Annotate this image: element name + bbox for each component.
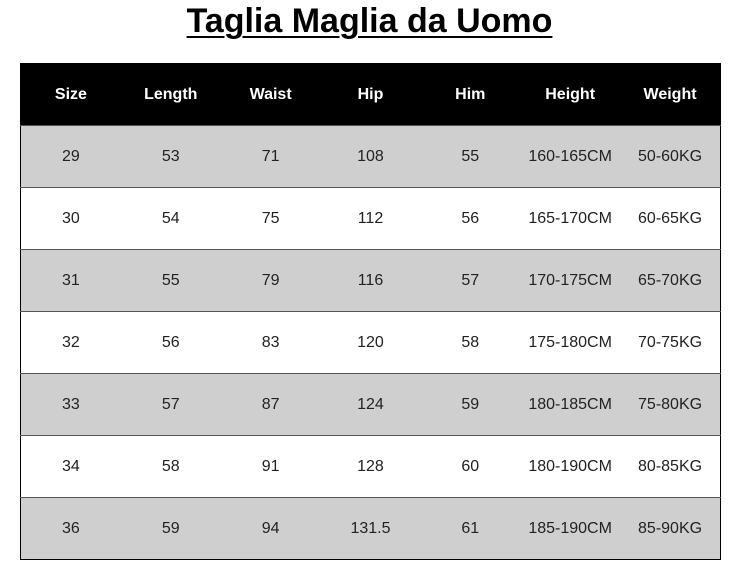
table-cell: 87 (220, 373, 321, 436)
table-cell: 83 (220, 311, 321, 374)
table-cell: 61 (420, 497, 521, 560)
table-cell: 57 (420, 249, 521, 312)
table-cell: 55 (420, 125, 521, 188)
table-cell: 56 (420, 187, 521, 250)
table-cell: 50-60KG (620, 125, 721, 188)
table-cell: 31 (20, 249, 121, 312)
column-header: Height (520, 63, 621, 126)
table-cell: 175-180CM (520, 311, 621, 374)
table-row: 36 59 94 131.5 61 185-190CM 85-90KG (20, 497, 721, 560)
column-header: Hip (320, 63, 421, 126)
table-row: 33 57 87 124 59 180-185CM 75-80KG (20, 373, 721, 436)
table-cell: 75 (220, 187, 321, 250)
table-cell: 71 (220, 125, 321, 188)
table-row: 31 55 79 116 57 170-175CM 65-70KG (20, 249, 721, 312)
table-cell: 30 (20, 187, 121, 250)
table-row: 30 54 75 112 56 165-170CM 60-65KG (20, 187, 721, 250)
header-row: Size Length Waist Hip Him Height Weight (20, 63, 721, 126)
table-cell: 80-85KG (620, 435, 721, 498)
table-cell: 75-80KG (620, 373, 721, 436)
column-header: Size (20, 63, 121, 126)
table-cell: 112 (320, 187, 421, 250)
table-cell: 33 (20, 373, 121, 436)
table-row: 34 58 91 128 60 180-190CM 80-85KG (20, 435, 721, 498)
table-cell: 180-190CM (520, 435, 621, 498)
table-cell: 65-70KG (620, 249, 721, 312)
table-cell: 56 (120, 311, 221, 374)
table-cell: 58 (420, 311, 521, 374)
table-cell: 58 (120, 435, 221, 498)
table-cell: 131.5 (320, 497, 421, 560)
table-cell: 60-65KG (620, 187, 721, 250)
table-cell: 54 (120, 187, 221, 250)
table-cell: 128 (320, 435, 421, 498)
table-cell: 165-170CM (520, 187, 621, 250)
table-cell: 94 (220, 497, 321, 560)
table-cell: 180-185CM (520, 373, 621, 436)
table-cell: 170-175CM (520, 249, 621, 312)
page-title: Taglia Maglia da Uomo (186, 2, 553, 40)
table-cell: 124 (320, 373, 421, 436)
table-cell: 91 (220, 435, 321, 498)
table-cell: 53 (120, 125, 221, 188)
table-row: 32 56 83 120 58 175-180CM 70-75KG (20, 311, 721, 374)
table-cell: 120 (320, 311, 421, 374)
table-row: 29 53 71 108 55 160-165CM 50-60KG (20, 125, 721, 188)
table-cell: 29 (20, 125, 121, 188)
table-cell: 185-190CM (520, 497, 621, 560)
table-cell: 85-90KG (620, 497, 721, 560)
table-cell: 160-165CM (520, 125, 621, 188)
column-header: Waist (220, 63, 321, 126)
table-cell: 70-75KG (620, 311, 721, 374)
size-table: Size Length Waist Hip Him Height Weight 29 53 71… (20, 63, 721, 560)
table-cell: 108 (320, 125, 421, 188)
column-header: Length (120, 63, 221, 126)
table-cell: 57 (120, 373, 221, 436)
table-cell: 55 (120, 249, 221, 312)
table-cell: 59 (120, 497, 221, 560)
table-cell: 79 (220, 249, 321, 312)
table-cell: 59 (420, 373, 521, 436)
table-cell: 32 (20, 311, 121, 374)
column-header: Weight (620, 63, 721, 126)
table-cell: 116 (320, 249, 421, 312)
table-cell: 36 (20, 497, 121, 560)
table-cell: 60 (420, 435, 521, 498)
column-header: Him (420, 63, 521, 126)
table-cell: 34 (20, 435, 121, 498)
